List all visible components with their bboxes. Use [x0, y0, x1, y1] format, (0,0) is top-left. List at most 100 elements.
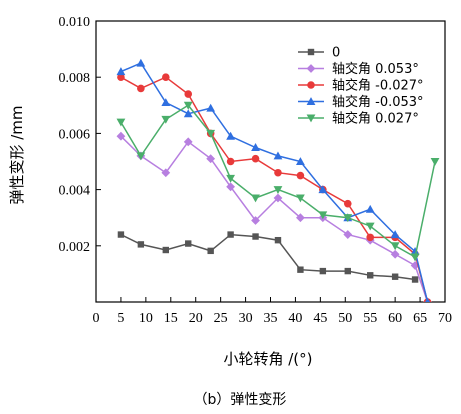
data-point — [226, 174, 236, 183]
data-point — [318, 185, 328, 194]
data-point — [367, 272, 374, 279]
data-point — [184, 90, 193, 98]
x-tick-label: 40 — [288, 311, 302, 326]
y-tick-label: 0.002 — [59, 240, 91, 255]
legend-marker — [306, 114, 316, 123]
data-point — [117, 231, 125, 238]
data-point — [185, 240, 192, 247]
x-tick-label: 45 — [313, 311, 327, 326]
legend-label: 轴交角 0.027° — [332, 111, 419, 127]
data-point — [273, 151, 283, 160]
data-point — [296, 194, 305, 203]
x-tick-label: 50 — [338, 311, 352, 326]
legend-entry: 轴交角 -0.053° — [298, 94, 424, 110]
data-point — [161, 98, 171, 107]
data-point — [343, 199, 352, 208]
x-tick-label: 70 — [438, 311, 452, 326]
data-point — [391, 273, 399, 280]
data-point — [411, 276, 419, 283]
x-tick-label: 30 — [239, 311, 253, 326]
data-point — [366, 233, 375, 242]
data-point — [226, 157, 235, 166]
y-tick-label: 0.008 — [59, 71, 91, 86]
figure-caption: （b）弹性变形 — [194, 392, 287, 408]
legend-label: 轴交角 -0.053° — [332, 94, 424, 110]
data-point — [390, 249, 400, 259]
x-tick-label: 0 — [93, 311, 100, 326]
data-point — [117, 73, 125, 81]
y-tick-label: 0.004 — [59, 184, 91, 199]
data-point — [318, 211, 328, 220]
data-point — [365, 222, 375, 231]
data-point — [296, 213, 305, 223]
data-point — [183, 101, 193, 110]
x-tick-label: 15 — [164, 311, 178, 326]
legend-entry: 轴交角 0.053° — [298, 61, 419, 77]
data-point — [274, 168, 282, 177]
data-point — [162, 73, 170, 81]
y-tick-label: 0.006 — [59, 127, 91, 142]
legend-label: 轴交角 -0.027° — [332, 78, 424, 94]
data-point — [116, 67, 126, 76]
data-point — [430, 157, 440, 166]
data-point — [206, 129, 216, 138]
legend-marker — [307, 81, 315, 89]
data-point — [137, 84, 145, 93]
data-point — [226, 182, 236, 192]
axes: 0 5 10 15 20 25 30 35 40 45 50 55 60 65 70 0.002 0.004 0.… — [59, 15, 453, 326]
data-point — [183, 109, 193, 118]
data-point — [252, 233, 259, 240]
data-point — [161, 168, 171, 178]
data-point — [136, 58, 146, 67]
data-point — [319, 267, 327, 275]
data-point — [137, 241, 145, 248]
x-axis-title: 小轮转角 /(°) — [223, 350, 312, 368]
x-tick-label: 65 — [413, 311, 427, 326]
data-point — [136, 152, 146, 161]
legend-entry: 0 — [298, 46, 340, 61]
legend-label: 轴交角 0.053° — [332, 61, 419, 77]
series-2 — [116, 131, 432, 302]
data-point — [365, 204, 375, 213]
legend-entry: 轴交角 0.027° — [298, 111, 419, 127]
series-5 — [116, 101, 440, 262]
series-1 — [117, 231, 419, 283]
data-point — [343, 230, 353, 239]
data-point — [116, 131, 126, 141]
legend-label: 0 — [332, 46, 340, 61]
x-tick-label: 25 — [214, 311, 228, 326]
data-point — [251, 143, 260, 151]
series-line — [120, 104, 436, 259]
data-point — [273, 186, 283, 194]
data-point — [206, 103, 216, 112]
data-point — [343, 214, 353, 223]
data-point — [251, 154, 260, 163]
data-point — [206, 154, 216, 164]
x-tick-label: 5 — [117, 311, 124, 326]
x-tick-label: 35 — [264, 311, 278, 326]
data-point — [116, 118, 126, 127]
series-line — [120, 135, 429, 302]
data-point — [273, 193, 283, 203]
x-tick-label: 55 — [363, 311, 377, 326]
x-tick-label: 20 — [189, 311, 203, 326]
data-point — [207, 247, 214, 255]
series-line — [120, 233, 416, 281]
data-point — [344, 267, 351, 275]
data-point — [162, 246, 169, 254]
data-point — [296, 157, 305, 166]
y-tick-label: 0.010 — [59, 15, 91, 30]
y-axis-title: 弹性变形 /mm — [8, 105, 26, 204]
data-point — [183, 137, 193, 147]
data-point — [390, 230, 400, 239]
x-tick-label: 10 — [139, 311, 153, 326]
data-point — [410, 253, 420, 262]
series-layer — [116, 58, 440, 302]
data-point — [227, 231, 234, 238]
data-point — [425, 297, 430, 302]
legend-marker — [306, 97, 316, 106]
data-point — [161, 115, 171, 124]
series-4 — [116, 58, 430, 302]
